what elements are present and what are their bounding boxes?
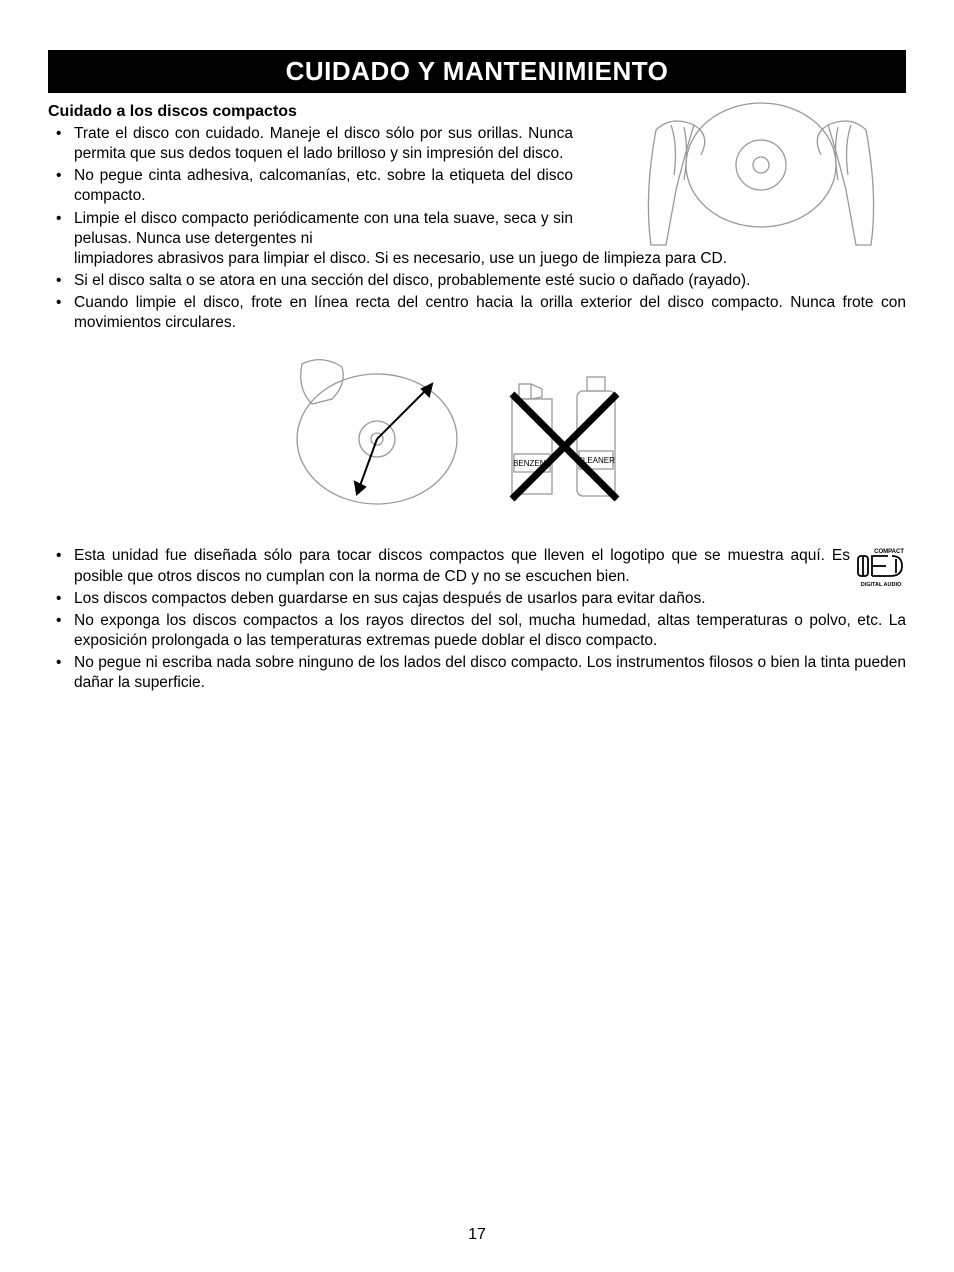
list-item: Trate el disco con cuidado. Maneje el di… [48, 124, 573, 164]
cleaning-illustration: BENZENE CLEANER [48, 349, 906, 524]
hands-disc-illustration [616, 95, 906, 260]
list-item: Los discos compactos deben guardarse en … [48, 589, 906, 609]
page-title: CUIDADO Y MANTENIMIENTO [48, 50, 906, 93]
list-item: Cuando limpie el disco, frote en línea r… [48, 293, 906, 333]
list-item: No pegue ni escriba nada sobre ninguno d… [48, 653, 906, 693]
page-number: 17 [0, 1226, 954, 1244]
bullet-list-lower: Esta unidad fue diseñada sólo para tocar… [48, 546, 906, 693]
list-item: Si el disco salta o se atora en una secc… [48, 271, 906, 291]
list-item: Limpie el disco compacto periódicamente … [48, 209, 573, 269]
list-item: Esta unidad fue diseñada sólo para tocar… [48, 546, 906, 586]
list-item: No pegue cinta adhesiva, calcomanías, et… [48, 166, 573, 206]
list-item: No exponga los discos compactos a los ra… [48, 611, 906, 651]
